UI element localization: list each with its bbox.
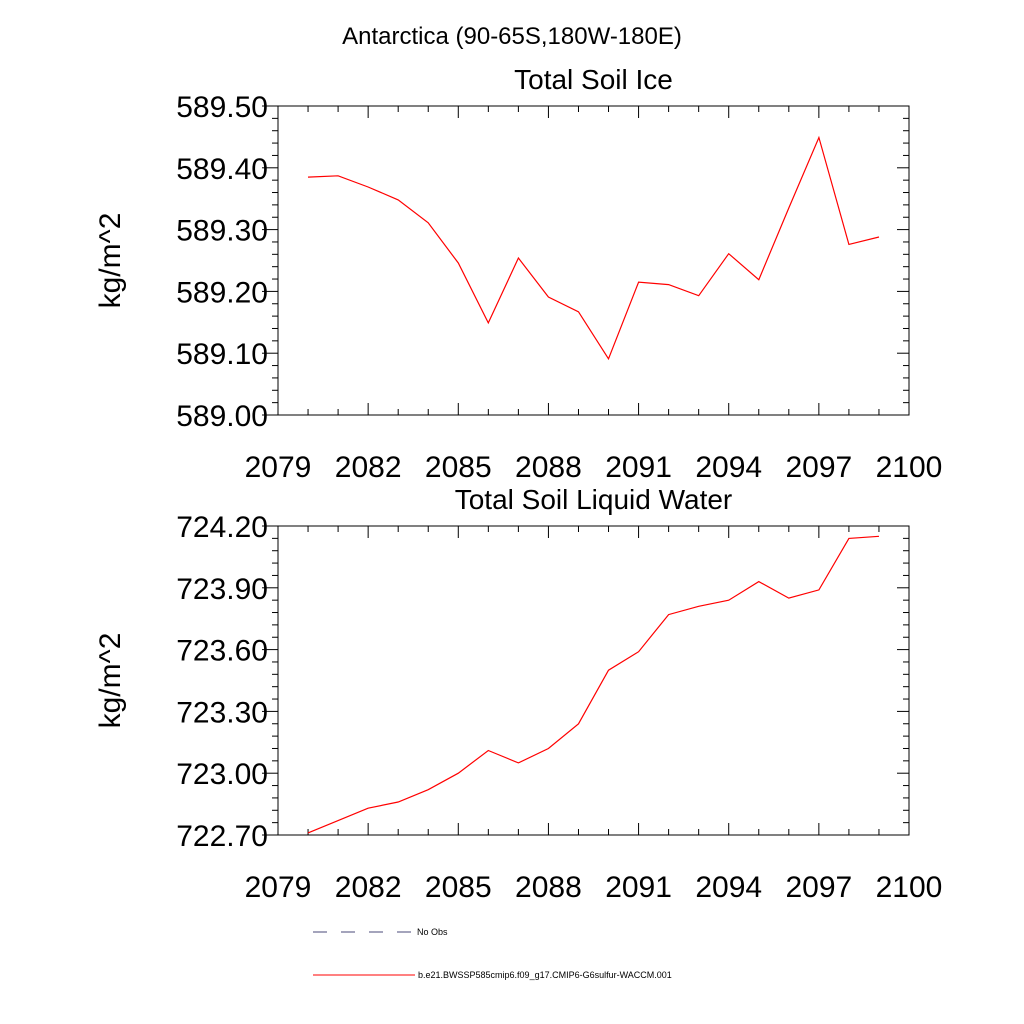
y-tick-label: 724.20 [176,511,268,544]
x-tick-label: 2097 [785,871,852,904]
x-tick-label: 2085 [425,871,492,904]
legend-label: No Obs [417,927,448,937]
x-tick-label: 2082 [335,871,402,904]
y-tick-label: 723.30 [176,696,268,729]
chart-title: Total Soil Ice [514,64,673,95]
y-tick-label: 722.70 [176,820,268,853]
y-tick-label: 589.10 [176,338,268,371]
series-line [307,135,880,361]
y-tick-label: 589.50 [176,91,268,124]
charts-group: Total Soil Ice kg/m^2 2079 2082 2085 2088 2091… [94,64,942,904]
x-tick-label: 2091 [605,871,672,904]
series-line [307,535,880,834]
y-axis-label: kg/m^2 [94,213,127,309]
chart-panel-2: Total Soil Liquid Water kg/m^2 2079 2082 208… [94,484,942,904]
plot-frame [277,525,910,836]
x-tick-label: 2091 [605,451,672,484]
y-tick-label: 589.00 [176,400,268,433]
x-tick-label: 2085 [425,451,492,484]
legend: No Obs b.e21.BWSSP585cmip6.f09_g17.CMIP6-… [313,927,672,980]
y-tick-label: 723.60 [176,635,268,668]
x-tick-label: 2079 [245,871,312,904]
x-tick-label: 2094 [695,451,762,484]
y-tick-label: 723.00 [176,758,268,791]
x-tick-label: 2097 [785,451,852,484]
x-tick-label: 2088 [515,871,582,904]
x-tick-label: 2100 [876,451,943,484]
x-tick-label: 2082 [335,451,402,484]
x-tick-label: 2088 [515,451,582,484]
y-tick-label: 589.20 [176,276,268,309]
y-axis-label: kg/m^2 [94,633,127,729]
y-tick-label: 723.90 [176,573,268,606]
legend-label: b.e21.BWSSP585cmip6.f09_g17.CMIP6-G6sulf… [418,970,672,980]
x-tick-label: 2094 [695,871,762,904]
chart-title: Total Soil Liquid Water [455,484,733,515]
region-title: Antarctica (90-65S,180W-180E) [342,23,682,50]
y-tick-label: 589.40 [176,153,268,186]
x-tick-label: 2100 [876,871,943,904]
plot-frame [277,105,910,416]
x-tick-label: 2079 [245,451,312,484]
chart-panel-1: Total Soil Ice kg/m^2 2079 2082 2085 2088 2091… [94,64,942,484]
y-tick-label: 589.30 [176,215,268,248]
